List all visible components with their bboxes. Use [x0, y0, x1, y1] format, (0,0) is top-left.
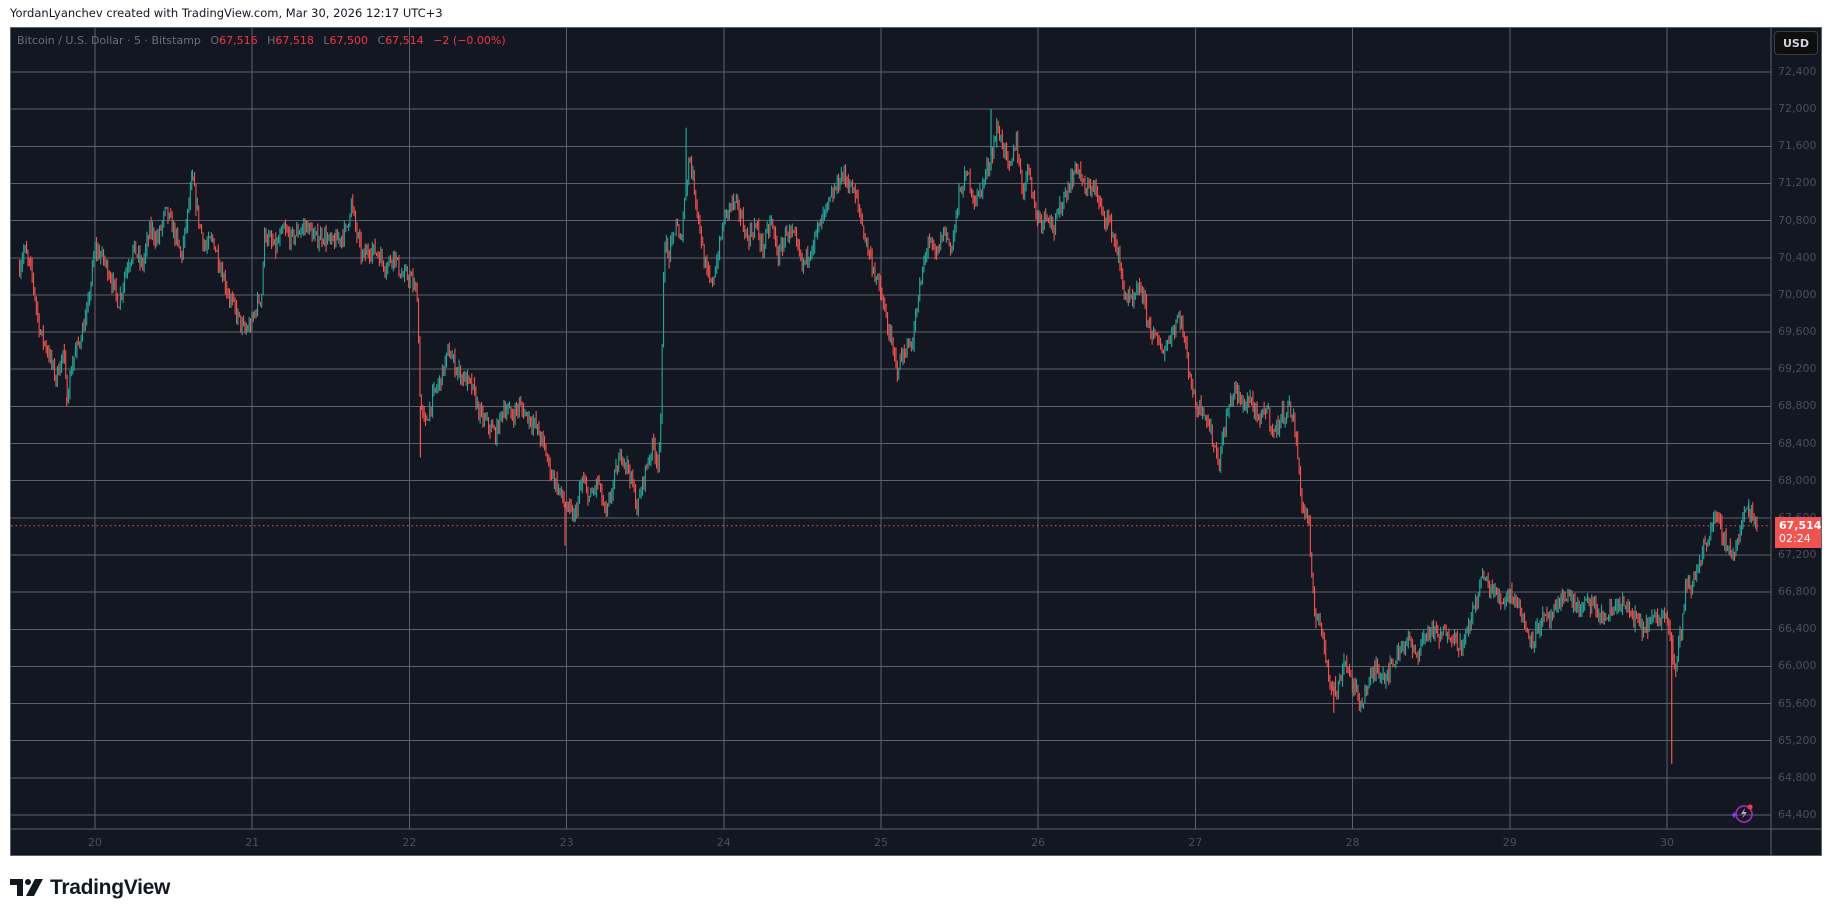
time-tick-label: 27 [1188, 836, 1203, 849]
price-tick-label: 65,200 [1778, 733, 1817, 747]
close-value: 67,514 [385, 34, 424, 47]
price-tick-label: 72,400 [1778, 65, 1817, 78]
price-tick-label: 68,400 [1778, 436, 1817, 450]
low-label: L [323, 34, 330, 47]
price-tick-label: 68,800 [1778, 399, 1817, 413]
price-tick-label: 69,200 [1778, 362, 1817, 376]
high-value: 67,518 [275, 34, 314, 47]
time-tick-label: 22 [402, 836, 417, 849]
time-tick-label: 25 [874, 836, 888, 849]
low-value: 67,500 [329, 34, 369, 47]
time-tick-label: 20 [88, 836, 102, 849]
open-label: O [210, 34, 220, 47]
chart-credit: YordanLyanchev created with TradingView.… [10, 6, 443, 20]
price-tick-label: 66,800 [1778, 585, 1817, 599]
symbol-title[interactable]: Bitcoin / U.S. Dollar · 5 · Bitstamp [17, 34, 201, 47]
lightning-assistant-icon[interactable] [1730, 800, 1756, 826]
price-tick-label: 67,200 [1778, 547, 1817, 561]
time-tick-label: 23 [559, 836, 574, 849]
tradingview-wordmark: TradingView [50, 876, 171, 899]
time-tick-label: 24 [716, 836, 731, 849]
chart-panel[interactable] [10, 27, 1822, 856]
last-price-value: 67,514 [1779, 519, 1822, 532]
price-tick-label: 70,800 [1778, 213, 1817, 227]
price-tick-label: 71,600 [1778, 139, 1817, 153]
last-price-badge: 67,514 02:24 [1775, 517, 1821, 548]
bar-countdown: 02:24 [1779, 532, 1811, 545]
price-tick-label: 66,400 [1778, 622, 1817, 636]
price-tick-label: 64,800 [1778, 770, 1817, 784]
high-label: H [267, 34, 276, 47]
tradingview-logo-icon [10, 879, 43, 896]
currency-button[interactable]: USD [1774, 31, 1818, 55]
price-tick-label: 70,000 [1778, 287, 1817, 301]
price-tick-label: 65,600 [1778, 696, 1817, 710]
time-tick-label: 29 [1502, 836, 1517, 849]
time-tick-label: 28 [1345, 836, 1360, 849]
price-tick-label: 68,000 [1778, 473, 1817, 487]
time-tick-label: 26 [1031, 836, 1046, 849]
open-value: 67,516 [219, 34, 258, 47]
time-tick-label: 30 [1660, 836, 1674, 849]
price-tick-label: 66,000 [1778, 659, 1817, 673]
symbol-legend: Bitcoin / U.S. Dollar · 5 · Bitstamp O67… [17, 34, 506, 47]
price-tick-label: 64,400 [1778, 808, 1817, 821]
price-tick-label: 72,000 [1778, 102, 1817, 116]
price-tick-label: 69,600 [1778, 325, 1817, 339]
price-tick-label: 71,200 [1778, 176, 1817, 190]
price-tick-label: 70,400 [1778, 250, 1817, 264]
tradingview-logo[interactable]: TradingView [10, 876, 170, 900]
time-tick-label: 21 [245, 836, 260, 849]
close-label: C [377, 34, 386, 47]
change-value: −2 (−0.00%) [433, 34, 506, 47]
